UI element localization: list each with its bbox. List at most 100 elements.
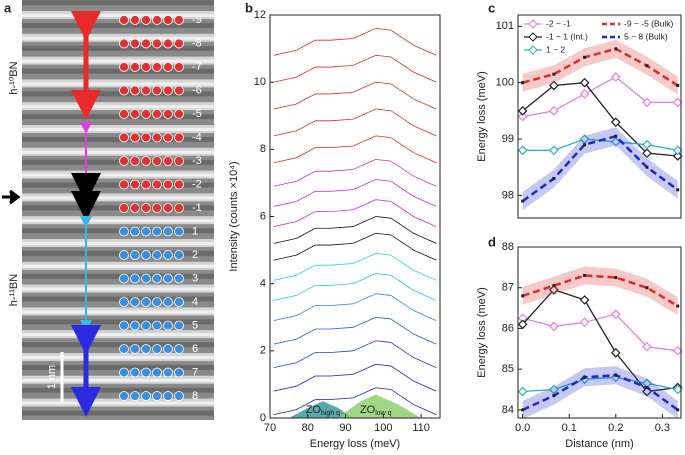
- atom: [163, 297, 173, 307]
- atom: [152, 109, 162, 119]
- atom: [141, 273, 151, 284]
- marker: [642, 148, 652, 159]
- series-line: [521, 134, 679, 203]
- y-tick-label: 12: [254, 9, 266, 21]
- y-tick-label: 101: [496, 20, 514, 32]
- layer-label: 5: [192, 319, 198, 331]
- atom: [174, 320, 184, 331]
- series-line: [273, 158, 437, 187]
- atom: [141, 344, 151, 354]
- y-axis-label: Energy loss (meV): [476, 287, 488, 377]
- y-tick-label: 99: [502, 133, 514, 145]
- atom: [174, 38, 184, 49]
- panel-label: d: [488, 234, 496, 249]
- area-label-sub: low q: [375, 410, 391, 417]
- area-label-main: ZO: [360, 404, 376, 416]
- atom: [152, 132, 162, 143]
- marker: [579, 77, 590, 88]
- series-line: [273, 135, 437, 164]
- atom: [174, 156, 184, 166]
- area-label: ZOlow q: [360, 404, 392, 417]
- panel-label: a: [4, 0, 12, 15]
- atom: [141, 250, 151, 260]
- layer-label: -8: [192, 37, 202, 49]
- legend-label: -2 ~ -1: [546, 18, 571, 28]
- atom: [119, 226, 129, 237]
- y-tick-label: 2: [260, 345, 266, 357]
- y-tick-label: 85: [502, 363, 514, 375]
- y-axis-label: Energy loss (meV): [476, 71, 488, 161]
- x-tick-label: 100: [374, 422, 392, 434]
- atom: [130, 62, 140, 72]
- series-line: [273, 387, 437, 416]
- atom: [130, 273, 140, 284]
- x-tick-label: 110: [412, 422, 430, 434]
- marker: [549, 106, 559, 116]
- atom: [130, 203, 140, 213]
- marker: [614, 134, 618, 138]
- marker: [610, 309, 621, 320]
- atom: [130, 320, 140, 331]
- atom: [119, 391, 129, 401]
- atom: [141, 132, 151, 143]
- layer-label: 3: [192, 272, 198, 284]
- marker: [549, 384, 559, 395]
- marker: [579, 89, 590, 99]
- series-line: [273, 54, 437, 83]
- plot-frame: [517, 246, 682, 419]
- marker: [517, 145, 528, 156]
- y-tick-label: 86: [502, 322, 514, 334]
- atom: [141, 156, 151, 166]
- marker: [521, 294, 525, 298]
- atom: [152, 344, 162, 354]
- atom: [174, 15, 184, 25]
- y-tick-label: 6: [260, 210, 266, 222]
- series-line: [273, 340, 437, 369]
- marker: [552, 284, 556, 288]
- marker: [552, 394, 556, 398]
- marker: [521, 199, 525, 203]
- atom: [119, 109, 129, 119]
- atom: [130, 15, 140, 25]
- marker: [610, 348, 621, 358]
- atom: [119, 179, 129, 190]
- error-band: [522, 39, 678, 95]
- area-label: ZOhigh q: [306, 404, 340, 417]
- marker: [517, 319, 528, 330]
- layer-label: -5: [192, 108, 202, 120]
- atom: [141, 226, 151, 237]
- series-line: [273, 232, 437, 261]
- y-tick-label: 8: [260, 143, 266, 155]
- atom: [141, 109, 151, 119]
- series-line: [273, 253, 437, 281]
- series-line: [522, 47, 679, 87]
- atom: [130, 344, 140, 354]
- series-line: [273, 199, 437, 227]
- atom: [174, 250, 184, 260]
- legend-marker: [528, 45, 538, 55]
- error-band: [522, 366, 678, 419]
- atom: [174, 85, 184, 96]
- atom: [174, 391, 184, 401]
- atom: [119, 344, 129, 354]
- atom: [130, 38, 140, 49]
- layer-label: -7: [192, 61, 202, 73]
- marker: [642, 341, 652, 352]
- series-line: [522, 313, 678, 352]
- legend-marker: [528, 19, 538, 29]
- marker: [676, 188, 680, 192]
- marker: [549, 145, 559, 156]
- atom: [163, 179, 173, 190]
- atom: [163, 344, 173, 354]
- atom: [152, 179, 162, 190]
- marker: [517, 111, 528, 122]
- panel-label: b: [245, 0, 253, 15]
- y-tick-label: 98: [502, 189, 514, 201]
- y-tick-label: 88: [502, 241, 514, 253]
- area: [338, 394, 422, 418]
- atom: [152, 226, 162, 237]
- panel-label: c: [488, 0, 495, 15]
- atom: [141, 367, 151, 378]
- atom: [141, 179, 151, 190]
- x-tick-label: 0.2: [608, 422, 623, 434]
